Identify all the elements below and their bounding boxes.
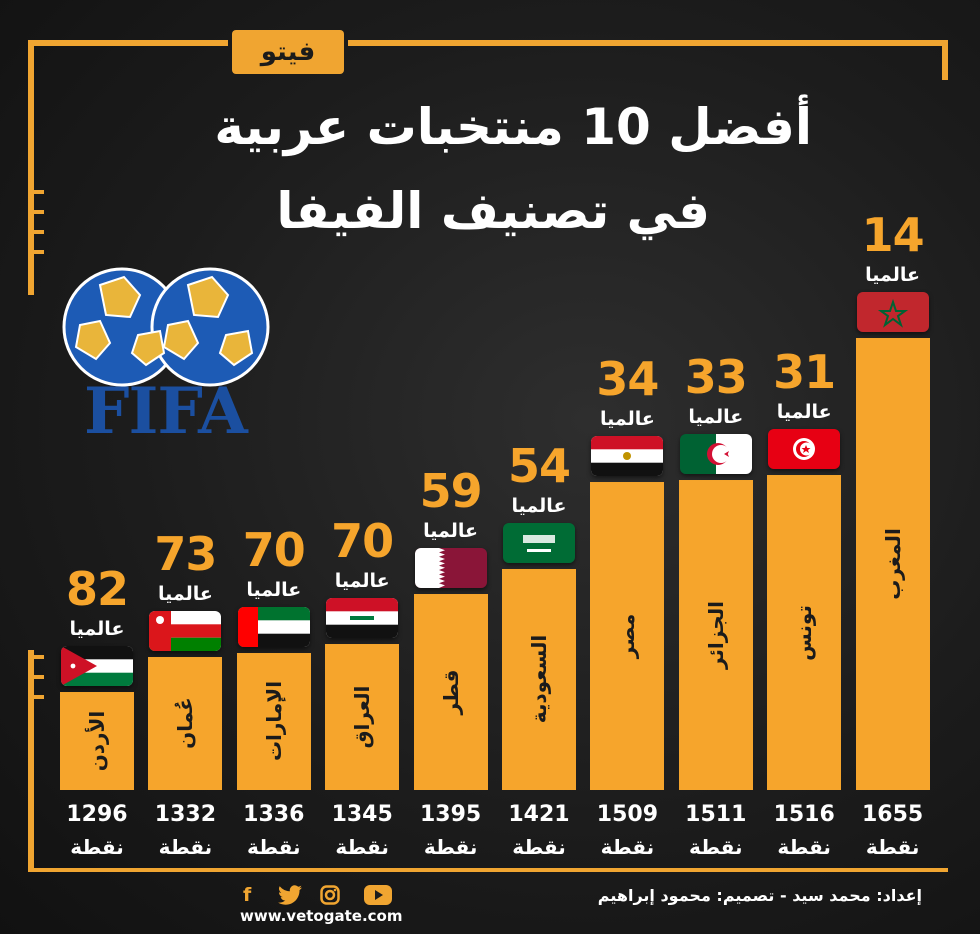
points-value: 1395 xyxy=(419,802,482,827)
bar-saudi: السعودية xyxy=(502,568,576,790)
frame-left-lower xyxy=(28,650,34,870)
uae-flag-icon xyxy=(237,606,310,647)
rank-world-label: عالميا xyxy=(334,569,390,592)
morocco-flag-icon xyxy=(856,292,929,332)
rank-value: 73 xyxy=(154,526,217,581)
bar-algeria: الجزائر xyxy=(678,479,753,790)
frame-right xyxy=(942,40,948,80)
bar-uae: الإمارات xyxy=(236,652,311,790)
bar-country-label: المغرب xyxy=(880,528,905,600)
twitter-icon[interactable] xyxy=(278,884,302,906)
youtube-icon[interactable] xyxy=(364,884,392,906)
bar-oman: عُمان xyxy=(148,656,223,790)
qatar-flag-icon xyxy=(414,548,487,589)
points-unit-label: نقطة xyxy=(247,835,301,859)
points-unit-label: نقطة xyxy=(600,835,655,859)
frame-top-left xyxy=(28,40,228,46)
saudi-flag-icon xyxy=(503,522,575,563)
veto-logo: فيتو xyxy=(232,30,344,74)
fifa-wordmark: FIFA xyxy=(84,374,248,449)
bar-country-label: السعودية xyxy=(527,635,551,724)
rank-world-label: عالميا xyxy=(157,582,213,605)
title-line2: في تصنيف الفيفا xyxy=(276,182,710,240)
frame-left-tick xyxy=(34,695,44,699)
rank-world-label: عالميا xyxy=(246,578,302,601)
points-value: 1332 xyxy=(154,802,216,827)
rank-world-label: عالميا xyxy=(599,407,655,430)
points-unit-label: نقطة xyxy=(689,835,743,859)
rank-value: 14 xyxy=(861,208,925,262)
bar-country-label: الجزائر xyxy=(703,600,728,669)
rank-value: 31 xyxy=(773,345,836,400)
rank-value: 34 xyxy=(596,351,659,406)
rank-value: 82 xyxy=(65,562,129,616)
bar-egypt: مصر xyxy=(590,481,665,790)
bar-qatar: قطر xyxy=(413,594,488,790)
points-unit-label: نقطة xyxy=(512,835,566,859)
bar-country-label: تونس xyxy=(792,604,817,661)
rank-world-label: عالميا xyxy=(688,405,744,428)
iraq-flag-icon xyxy=(326,597,399,638)
bar-jordan: الأردن xyxy=(60,692,134,790)
points-value: 1345 xyxy=(331,802,393,827)
points-value: 1511 xyxy=(685,802,747,827)
points-unit-label: نقطة xyxy=(865,835,920,859)
title-line1: أفضل 10 منتخبات عربية xyxy=(214,98,812,156)
instagram-icon[interactable] xyxy=(320,884,340,906)
bar-morocco: المغرب xyxy=(855,338,930,790)
rank-world-label: عالميا xyxy=(511,494,567,517)
points-unit-label: نقطة xyxy=(335,835,389,859)
facebook-icon[interactable]: f xyxy=(243,884,252,906)
frame-left-tick xyxy=(34,675,44,679)
frame-left-tick xyxy=(34,250,44,254)
oman-flag-icon xyxy=(149,610,222,651)
bar-country-label: العراق xyxy=(350,685,375,749)
points-value: 1421 xyxy=(508,802,570,827)
points-unit-label: نقطة xyxy=(158,835,213,859)
frame-left xyxy=(28,40,34,295)
rank-world-label: عالميا xyxy=(69,618,125,640)
website-url[interactable]: www.vetogate.com xyxy=(240,907,403,925)
rank-value: 70 xyxy=(242,522,306,577)
rank-world-label: عالميا xyxy=(865,264,921,286)
points-value: 1655 xyxy=(861,802,924,827)
frame-left-tick xyxy=(34,190,44,194)
fifa-globe-icon xyxy=(62,267,270,387)
bar-country-label: الأردن xyxy=(85,710,109,772)
points-value: 1509 xyxy=(596,802,658,827)
bar-country-label: مصر xyxy=(615,613,640,659)
frame-top-right xyxy=(348,40,948,46)
frame-left-tick xyxy=(34,230,44,234)
points-value: 1336 xyxy=(243,802,305,827)
egypt-flag-icon xyxy=(591,435,664,476)
jordan-flag-icon xyxy=(61,646,133,686)
rank-value: 70 xyxy=(331,513,394,568)
rank-world-label: عالميا xyxy=(776,401,832,424)
bar-iraq: العراق xyxy=(325,643,400,790)
frame-bottom xyxy=(28,868,948,872)
bar-country-label: الإمارات xyxy=(261,681,286,762)
bar-country-label: عُمان xyxy=(173,697,198,750)
frame-left-tick xyxy=(34,655,44,659)
points-value: 1516 xyxy=(773,802,835,827)
rank-world-label: عالميا xyxy=(423,520,479,543)
bar-tunisia: تونس xyxy=(767,475,842,790)
bar-country-label: قطر xyxy=(438,669,463,715)
tunisia-flag-icon xyxy=(768,429,841,470)
points-unit-label: نقطة xyxy=(70,835,124,859)
algeria-flag-icon xyxy=(679,433,752,474)
points-value: 1296 xyxy=(66,802,128,827)
rank-value: 33 xyxy=(684,349,748,404)
points-unit-label: نقطة xyxy=(777,835,831,859)
rank-value: 59 xyxy=(419,464,483,519)
frame-left-tick xyxy=(34,210,44,214)
rank-value: 54 xyxy=(507,438,571,493)
credit-text: إعداد: محمد سيد - تصميم: محمود إبراهيم xyxy=(597,886,922,905)
points-unit-label: نقطة xyxy=(423,835,478,859)
